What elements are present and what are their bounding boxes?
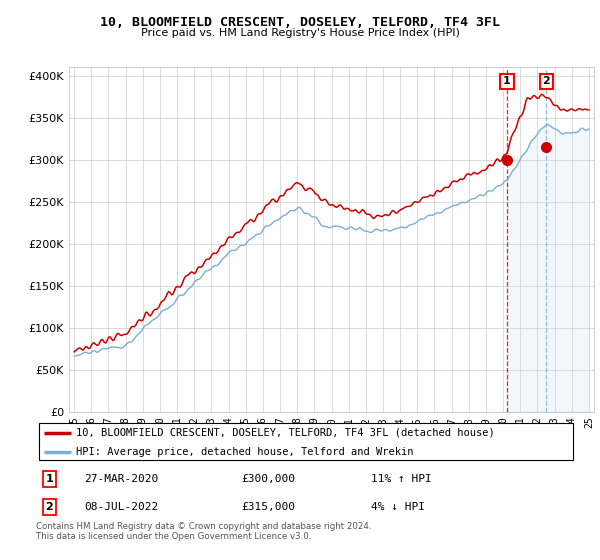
Text: Price paid vs. HM Land Registry's House Price Index (HPI): Price paid vs. HM Land Registry's House … [140,28,460,38]
Text: 11% ↑ HPI: 11% ↑ HPI [371,474,431,484]
Text: 1: 1 [503,77,511,86]
Text: 10, BLOOMFIELD CRESCENT, DOSELEY, TELFORD, TF4 3FL (detached house): 10, BLOOMFIELD CRESCENT, DOSELEY, TELFOR… [77,428,495,437]
Text: 4% ↓ HPI: 4% ↓ HPI [371,502,425,512]
Text: Contains HM Land Registry data © Crown copyright and database right 2024.
This d: Contains HM Land Registry data © Crown c… [36,522,371,542]
Text: 2: 2 [542,77,550,86]
Text: 08-JUL-2022: 08-JUL-2022 [85,502,159,512]
Text: HPI: Average price, detached house, Telford and Wrekin: HPI: Average price, detached house, Telf… [77,447,414,457]
Text: 1: 1 [46,474,53,484]
Text: 2: 2 [46,502,53,512]
Text: £315,000: £315,000 [241,502,295,512]
Text: 10, BLOOMFIELD CRESCENT, DOSELEY, TELFORD, TF4 3FL: 10, BLOOMFIELD CRESCENT, DOSELEY, TELFOR… [100,16,500,29]
Text: £300,000: £300,000 [241,474,295,484]
FancyBboxPatch shape [39,423,574,460]
Text: 27-MAR-2020: 27-MAR-2020 [85,474,159,484]
